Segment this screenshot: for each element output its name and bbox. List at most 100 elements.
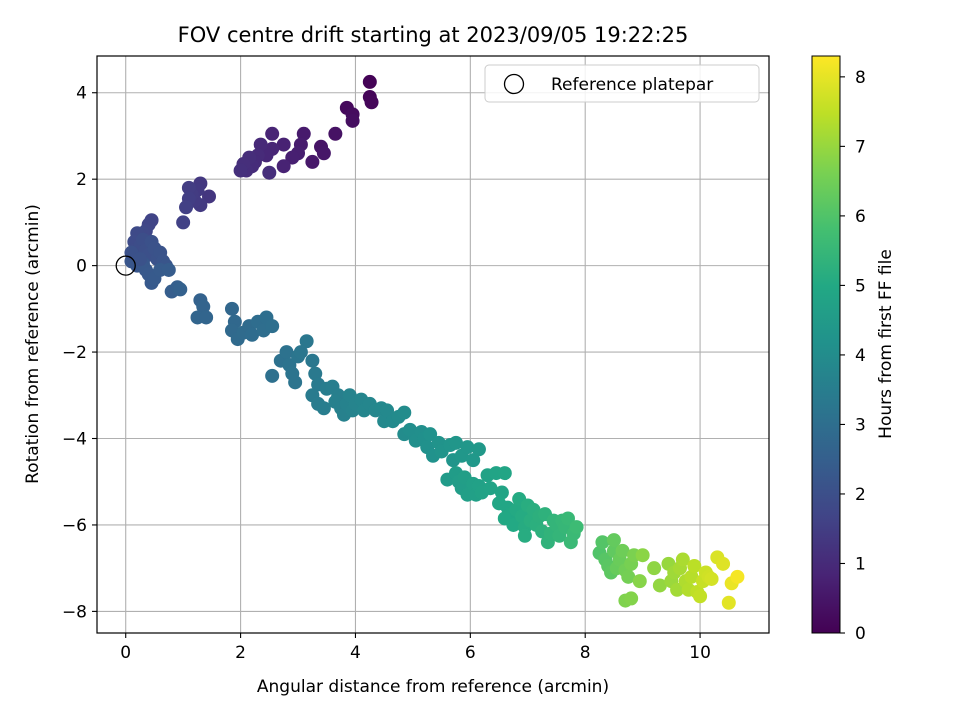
colorbar [811, 55, 841, 634]
legend: Reference platepar [484, 64, 760, 103]
x-tick-label: 6 [465, 643, 476, 663]
data-point [196, 299, 211, 314]
data-point [265, 126, 280, 141]
data-point [466, 453, 481, 468]
plot-frame [96, 55, 770, 634]
reference-platepar-marker [115, 255, 136, 276]
data-point [293, 345, 308, 360]
y-axis-label: Rotation from reference (arcmin) [23, 204, 43, 484]
data-point [288, 375, 303, 390]
legend-box [484, 64, 760, 103]
data-point [595, 535, 610, 550]
data-point [362, 74, 377, 89]
data-point [245, 327, 260, 342]
data-point [133, 252, 148, 267]
colorbar-tick-label: 4 [855, 346, 866, 366]
data-point [721, 595, 736, 610]
data-point [265, 368, 280, 383]
chart-title: FOV centre drift starting at 2023/09/05 … [178, 23, 689, 47]
data-point [517, 528, 532, 543]
data-point [179, 200, 194, 215]
colorbar-tick-label: 6 [855, 207, 866, 227]
data-point [299, 334, 314, 349]
data-point [569, 520, 584, 535]
y-tick-label: −6 [62, 516, 87, 536]
data-point [560, 511, 575, 526]
data-point [397, 405, 412, 420]
x-axis-label: Angular distance from reference (arcmin) [257, 677, 609, 697]
data-point [506, 517, 521, 532]
data-point [345, 113, 360, 128]
data-point [647, 561, 662, 576]
data-point [296, 126, 311, 141]
data-point [316, 401, 331, 416]
data-point [448, 435, 463, 450]
data-point [305, 353, 320, 368]
y-tick-label: 0 [76, 257, 87, 277]
data-point [285, 150, 300, 165]
colorbar-label: Hours from first FF file [876, 249, 896, 439]
data-point [364, 95, 379, 110]
y-tick-label: −8 [62, 602, 87, 622]
data-point [730, 569, 745, 584]
x-tick-label: 0 [120, 643, 131, 663]
data-point [276, 159, 291, 174]
data-point [716, 556, 731, 571]
x-tick-label: 10 [689, 643, 711, 663]
data-point [181, 180, 196, 195]
colorbar-ticks: 0 1 2 3 4 5 6 7 8 [840, 68, 866, 644]
data-point [704, 571, 719, 586]
data-point [176, 215, 191, 230]
data-point [497, 466, 512, 481]
data-point [279, 345, 294, 360]
data-point [621, 569, 636, 584]
data-point [606, 533, 621, 548]
data-point [684, 569, 699, 584]
legend-entry-reference: Reference platepar [551, 75, 713, 95]
data-point [471, 442, 486, 457]
y-tick-label: −2 [62, 343, 87, 363]
y-tick-label: 4 [76, 84, 87, 104]
data-point [670, 582, 685, 597]
x-tick-label: 2 [235, 643, 246, 663]
reference-marker-layer [115, 255, 136, 276]
data-point [687, 559, 702, 574]
colorbar-tick-label: 7 [855, 137, 866, 157]
legend-reference-marker-icon [503, 73, 525, 95]
data-point [233, 163, 248, 178]
data-point [693, 589, 708, 604]
data-point [380, 403, 395, 418]
data-point [423, 427, 438, 442]
data-point [483, 481, 498, 496]
data-point [460, 440, 475, 455]
colorbar-tick-label: 5 [855, 276, 866, 296]
data-point [161, 262, 176, 277]
y-axis-ticks: −8 −6 −4 −2 0 2 4 [62, 84, 97, 622]
y-tick-label: 2 [76, 170, 87, 190]
data-points [124, 74, 745, 610]
data-point [328, 126, 343, 141]
x-tick-label: 4 [350, 643, 361, 663]
colorbar-tick-label: 1 [855, 554, 866, 574]
data-point [403, 422, 418, 437]
data-point [173, 282, 188, 297]
data-point [262, 165, 277, 180]
x-axis-ticks: 0 2 4 6 8 10 [120, 633, 711, 663]
data-point [635, 548, 650, 563]
data-point [265, 319, 280, 334]
data-point [632, 574, 647, 589]
data-point [652, 578, 667, 593]
colorbar-tick-label: 3 [855, 415, 866, 435]
data-point [615, 543, 630, 558]
data-point [199, 310, 214, 325]
data-point [624, 591, 639, 606]
x-tick-label: 8 [580, 643, 591, 663]
data-point [316, 146, 331, 161]
data-point [305, 154, 320, 169]
y-tick-label: −4 [62, 430, 87, 450]
colorbar-tick-label: 0 [855, 624, 866, 644]
colorbar-tick-label: 2 [855, 485, 866, 505]
colorbar-tick-label: 8 [855, 68, 866, 88]
